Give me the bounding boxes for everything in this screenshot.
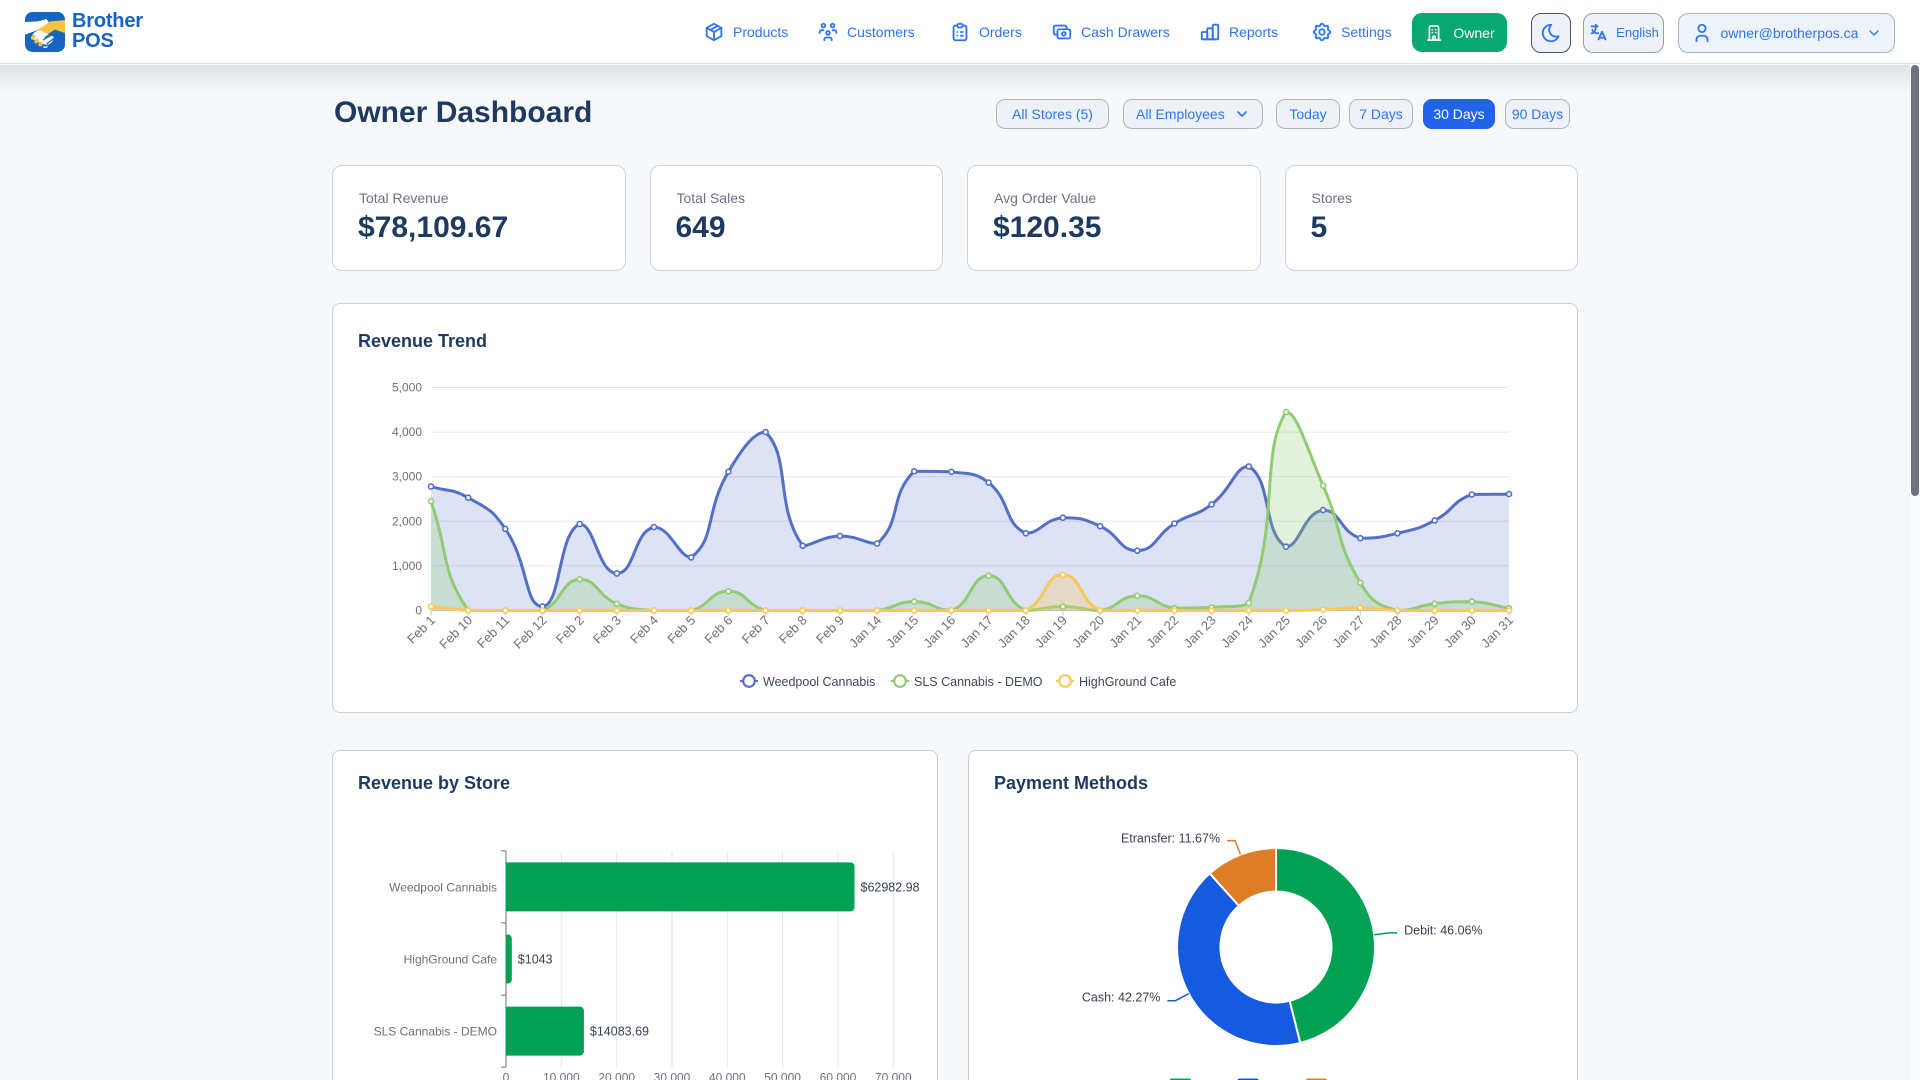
svg-text:0: 0 bbox=[503, 1071, 510, 1080]
svg-text:Jan 25: Jan 25 bbox=[1255, 613, 1293, 651]
svg-text:70,000: 70,000 bbox=[875, 1071, 912, 1080]
svg-text:Feb 9: Feb 9 bbox=[813, 613, 847, 647]
svg-text:Jan 16: Jan 16 bbox=[920, 613, 958, 651]
svg-text:4,000: 4,000 bbox=[392, 425, 422, 439]
svg-text:$1043: $1043 bbox=[518, 953, 553, 967]
svg-text:Jan 24: Jan 24 bbox=[1218, 613, 1256, 651]
svg-text:Feb 2: Feb 2 bbox=[553, 613, 587, 647]
svg-text:SLS Cannabis - DEMO: SLS Cannabis - DEMO bbox=[914, 675, 1043, 689]
svg-text:50,000: 50,000 bbox=[764, 1071, 801, 1080]
svg-text:Feb 11: Feb 11 bbox=[474, 613, 513, 652]
svg-text:Jan 21: Jan 21 bbox=[1106, 613, 1144, 651]
svg-text:SLS Cannabis - DEMO: SLS Cannabis - DEMO bbox=[374, 1025, 497, 1039]
svg-text:Jan 29: Jan 29 bbox=[1404, 613, 1442, 651]
svg-text:Weedpool Cannabis: Weedpool Cannabis bbox=[389, 880, 497, 894]
svg-text:0: 0 bbox=[415, 604, 422, 618]
svg-text:HighGround Cafe: HighGround Cafe bbox=[404, 953, 498, 967]
svg-text:5,000: 5,000 bbox=[392, 381, 422, 395]
svg-text:Jan 17: Jan 17 bbox=[958, 613, 996, 651]
svg-text:Feb 3: Feb 3 bbox=[590, 613, 624, 647]
svg-text:Feb 6: Feb 6 bbox=[701, 613, 735, 647]
svg-text:20,000: 20,000 bbox=[598, 1071, 635, 1080]
svg-text:Jan 23: Jan 23 bbox=[1181, 613, 1219, 651]
svg-text:Jan 19: Jan 19 bbox=[1032, 613, 1070, 651]
svg-text:Feb 7: Feb 7 bbox=[739, 613, 773, 647]
svg-text:Cash: 42.27%: Cash: 42.27% bbox=[1082, 991, 1161, 1005]
svg-text:3,000: 3,000 bbox=[392, 470, 422, 484]
svg-text:Feb 10: Feb 10 bbox=[436, 613, 475, 652]
svg-text:40,000: 40,000 bbox=[709, 1071, 746, 1080]
svg-text:60,000: 60,000 bbox=[820, 1071, 857, 1080]
svg-text:Jan 31: Jan 31 bbox=[1478, 613, 1516, 651]
svg-text:Jan 22: Jan 22 bbox=[1143, 613, 1181, 651]
svg-text:Feb 1: Feb 1 bbox=[404, 613, 438, 647]
svg-text:Jan 26: Jan 26 bbox=[1292, 613, 1330, 651]
svg-text:Jan 18: Jan 18 bbox=[995, 613, 1033, 651]
svg-text:2,000: 2,000 bbox=[392, 514, 422, 528]
svg-text:HighGround Cafe: HighGround Cafe bbox=[1079, 675, 1176, 689]
svg-text:Jan 14: Jan 14 bbox=[846, 613, 884, 651]
svg-text:Debit: 46.06%: Debit: 46.06% bbox=[1404, 924, 1483, 938]
svg-text:Jan 15: Jan 15 bbox=[883, 613, 921, 651]
svg-text:Jan 30: Jan 30 bbox=[1441, 613, 1479, 651]
svg-text:$14083.69: $14083.69 bbox=[590, 1025, 649, 1039]
svg-text:Jan 27: Jan 27 bbox=[1329, 613, 1367, 651]
svg-text:Feb 12: Feb 12 bbox=[510, 613, 549, 652]
svg-text:Feb 8: Feb 8 bbox=[776, 613, 810, 647]
svg-text:$62982.98: $62982.98 bbox=[861, 880, 920, 894]
svg-text:Etransfer: 11.67%: Etransfer: 11.67% bbox=[1121, 832, 1220, 846]
svg-text:Jan 20: Jan 20 bbox=[1069, 613, 1107, 651]
svg-text:1,000: 1,000 bbox=[392, 559, 422, 573]
svg-text:Feb 4: Feb 4 bbox=[627, 613, 661, 647]
svg-text:Feb 5: Feb 5 bbox=[664, 613, 698, 647]
svg-text:30,000: 30,000 bbox=[654, 1071, 691, 1080]
svg-text:Jan 28: Jan 28 bbox=[1366, 613, 1404, 651]
svg-text:10,000: 10,000 bbox=[543, 1071, 580, 1080]
svg-text:Weedpool Cannabis: Weedpool Cannabis bbox=[763, 675, 875, 689]
